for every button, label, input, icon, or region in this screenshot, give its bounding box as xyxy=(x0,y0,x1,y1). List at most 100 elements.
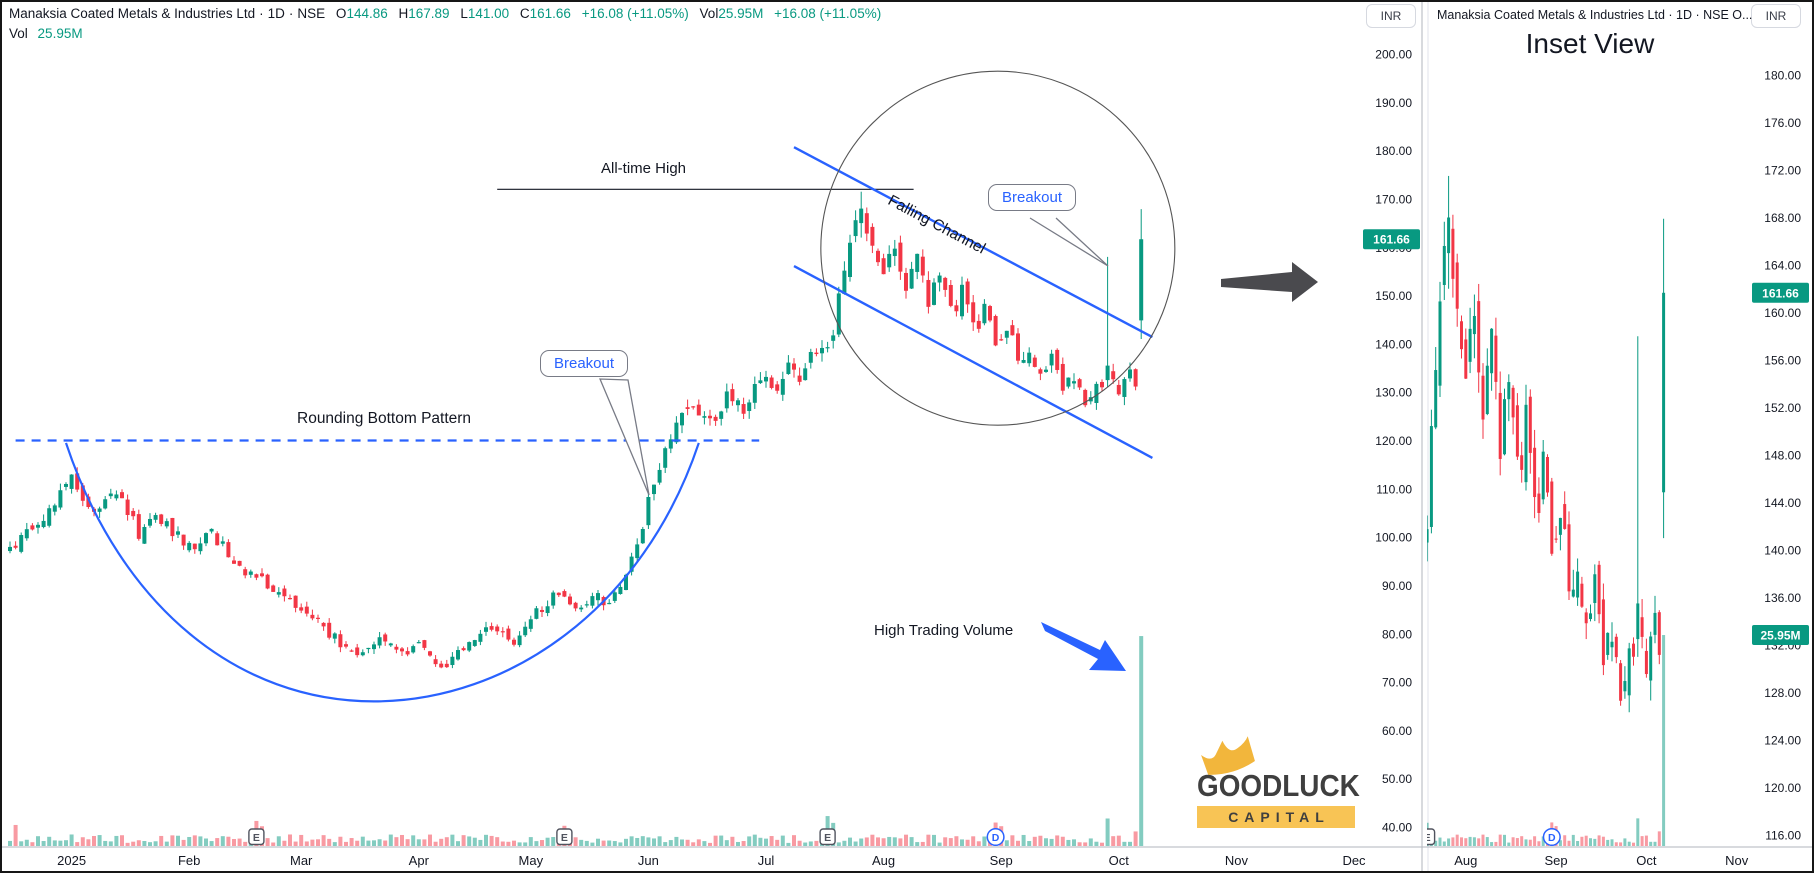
vol-row-value: 25.95M xyxy=(37,26,83,41)
volume-indicator-row[interactable]: Vol 25.95M xyxy=(9,26,83,41)
time-tick-label: Oct xyxy=(1109,853,1130,868)
price-tick-label: 140.00 xyxy=(1375,337,1412,351)
earnings-badge[interactable] xyxy=(248,828,265,846)
price-tick-label: 156.00 xyxy=(1764,354,1801,368)
logo-wordmark: GOODLUCK xyxy=(1197,768,1360,803)
inset-last-price-badge: 161.66 xyxy=(1752,282,1809,303)
time-tick-label: Aug xyxy=(872,853,895,868)
price-tick-label: 50.00 xyxy=(1382,772,1412,786)
price-tick-label: 100.00 xyxy=(1375,531,1412,545)
earnings-badge[interactable] xyxy=(1420,828,1436,846)
dividend-badge[interactable] xyxy=(986,827,1005,847)
price-tick-label: 180.00 xyxy=(1764,69,1801,83)
breakout-callout-left: Breakout xyxy=(540,350,629,377)
price-tick-label: 80.00 xyxy=(1382,627,1412,641)
separator: · xyxy=(259,6,264,21)
channel-lower-line xyxy=(793,265,1153,459)
price-tick-label: 136.00 xyxy=(1764,591,1801,605)
price-tick-label: 180.00 xyxy=(1375,144,1412,158)
volume-label: Vol xyxy=(699,6,719,21)
high-value: 167.89 xyxy=(408,6,450,21)
main-time-axis[interactable]: 2025 Feb Mar Apr May Jun Jul Aug Sep Oct Nov Dec xyxy=(57,853,1366,868)
currency-button-inset[interactable]: INR xyxy=(1751,4,1801,28)
open-value: 144.86 xyxy=(346,6,388,21)
close-label: C xyxy=(519,6,530,21)
dividend-badge-letter: D xyxy=(992,832,1000,844)
rounding-bottom-arc xyxy=(64,442,700,703)
inset-pointer-arrow-icon xyxy=(1221,262,1318,302)
crown-icon xyxy=(1201,736,1255,775)
price-tick-label: 110.00 xyxy=(1376,482,1412,496)
price-tick-label: 148.00 xyxy=(1764,449,1801,463)
dividend-badge-letter: D xyxy=(1548,832,1556,844)
low-value: 141.00 xyxy=(467,6,510,21)
price-tick-label: 190.00 xyxy=(1375,96,1412,110)
open-label: O xyxy=(335,6,347,21)
low-label: L xyxy=(460,6,468,21)
inset-last-price-badge-text: 161.66 xyxy=(1762,286,1799,300)
price-tick-label: 164.00 xyxy=(1764,259,1801,273)
time-tick-label: Aug xyxy=(1454,853,1477,868)
price-tick-label: 150.00 xyxy=(1375,289,1412,303)
price-tick-label: 124.00 xyxy=(1764,734,1801,748)
breakout-right-callout-tail xyxy=(1029,217,1109,267)
price-tick-label: 170.00 xyxy=(1375,192,1412,206)
logo-banner: CAPITAL xyxy=(1197,806,1355,828)
price-tick-label: 40.00 xyxy=(1382,821,1412,835)
inset-view-title: Inset View xyxy=(1525,28,1655,59)
price-tick-label: 130.00 xyxy=(1375,386,1412,400)
time-tick-label: Sep xyxy=(990,853,1013,868)
inset-time-axis[interactable]: Aug Sep Oct Nov xyxy=(1454,853,1749,868)
high-label: H xyxy=(398,6,409,21)
zoom-region-circle xyxy=(820,70,1176,426)
interval[interactable]: 1D xyxy=(267,6,285,21)
time-tick-label: Mar xyxy=(290,853,313,868)
time-tick-label: Nov xyxy=(1725,853,1749,868)
time-tick-label: Nov xyxy=(1225,853,1249,868)
main-price-axis[interactable]: 200.00190.00180.00170.00160.00150.00140.… xyxy=(1375,48,1412,835)
exchange[interactable]: NSE xyxy=(297,6,326,21)
price-tick-label: 120.00 xyxy=(1764,781,1801,795)
symbol-name[interactable]: Manaksia Coated Metals & Industries Ltd xyxy=(9,6,256,21)
inset-price-axis[interactable]: 180.00 176.00 172.00 168.00 164.00 160.00 156.… xyxy=(1764,69,1801,843)
time-tick-label: Jun xyxy=(638,853,659,868)
earnings-badge[interactable] xyxy=(819,828,836,846)
time-tick-label: Oct xyxy=(1636,853,1657,868)
price-tick-label: 168.00 xyxy=(1764,211,1801,225)
time-tick-label: Feb xyxy=(178,853,200,868)
breakout-left-callout-tail xyxy=(599,378,650,496)
goodluck-capital-logo: GOODLUCK CAPITAL xyxy=(1197,736,1360,828)
time-tick-label: Sep xyxy=(1545,853,1568,868)
price-tick-label: 176.00 xyxy=(1764,116,1801,130)
all-time-high-label: All-time High xyxy=(601,160,687,177)
currency-button-main[interactable]: INR xyxy=(1366,4,1416,28)
price-tick-label: 60.00 xyxy=(1382,724,1412,738)
time-tick-label: Jul xyxy=(758,853,775,868)
price-tick-label: 90.00 xyxy=(1382,579,1412,593)
inset-symbol-header[interactable]: Manaksia Coated Metals & Industries Ltd … xyxy=(1437,8,1753,22)
dividend-badge[interactable] xyxy=(1542,827,1561,847)
separator: · xyxy=(288,6,294,21)
main-chart-candlesticks xyxy=(8,191,1144,669)
symbol-header[interactable]: Manaksia Coated Metals & Industries Ltd ·… xyxy=(9,6,881,21)
chart-drawings xyxy=(15,70,1318,703)
earnings-badge[interactable] xyxy=(556,828,573,846)
main-last-price-badge-text: 161.66 xyxy=(1373,233,1410,247)
volume-value: 25.95M xyxy=(718,6,764,21)
inset-last-volume-badge: 25.95M xyxy=(1752,625,1809,646)
breakout-callout-right: Breakout xyxy=(988,184,1077,211)
price-tick-label: 200.00 xyxy=(1375,48,1412,62)
inset-last-volume-badge-text: 25.95M xyxy=(1760,629,1800,643)
time-tick-label: Dec xyxy=(1342,853,1366,868)
main-chart-volume xyxy=(8,636,1144,846)
time-tick-label: May xyxy=(519,853,544,868)
channel-upper-line xyxy=(793,146,1153,339)
rounding-bottom-label: Rounding Bottom Pattern xyxy=(297,410,472,427)
price-tick-label: 152.00 xyxy=(1764,401,1801,415)
change-value: +16.08 (+11.05%) xyxy=(581,6,689,21)
price-tick-label: 116.00 xyxy=(1765,829,1801,843)
